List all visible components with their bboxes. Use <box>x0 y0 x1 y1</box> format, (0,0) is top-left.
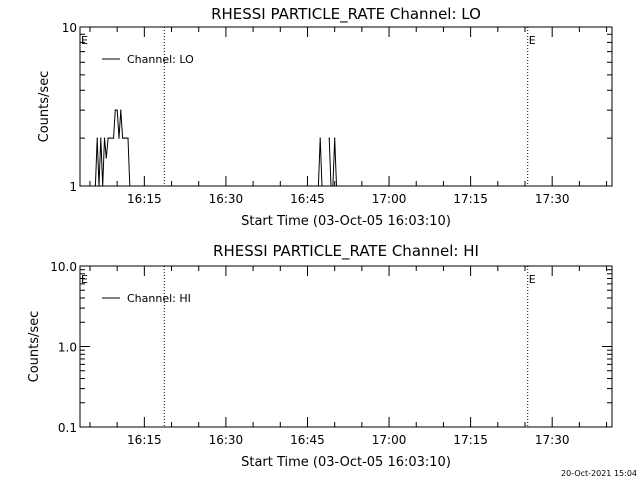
data-point <box>107 137 109 139</box>
x-tick-label: 17:15 <box>453 192 488 206</box>
x-tick-label: 16:30 <box>209 433 244 447</box>
x-tick-label: 16:45 <box>290 433 325 447</box>
data-point <box>114 109 116 111</box>
x-tick-label: 17:30 <box>535 433 570 447</box>
data-point <box>127 137 129 139</box>
x-axis-label: Start Time (03-Oct-05 16:03:10) <box>241 214 451 229</box>
data-point <box>94 185 97 187</box>
chart-title: RHESSI PARTICLE_RATE Channel: LO <box>211 5 481 24</box>
marker-label: E <box>81 273 88 286</box>
x-tick-label: 17:00 <box>372 192 407 206</box>
series-line <box>94 109 131 187</box>
y-tick-label: 1.0 <box>58 341 77 355</box>
legend-label: Channel: LO <box>127 53 194 66</box>
marker-label: E <box>529 34 536 47</box>
plot-frame <box>79 26 613 187</box>
chart-panel-hi: RHESSI PARTICLE_RATE Channel: HI 16:15 16:… <box>27 242 613 470</box>
x-tick-label: 16:45 <box>290 192 325 206</box>
data-point <box>112 137 115 139</box>
data-point <box>116 109 118 111</box>
y-tick-label: 10.0 <box>50 260 77 274</box>
marker-label: E <box>81 34 88 47</box>
data-point <box>125 137 127 139</box>
x-tick-label: 17:15 <box>453 433 488 447</box>
data-point <box>335 185 338 187</box>
series-line <box>317 138 323 187</box>
data-point <box>118 137 120 139</box>
data-point <box>123 137 126 139</box>
y-tick-label: 1 <box>69 180 77 194</box>
timestamp: 20-Oct-2021 15:04 <box>561 469 637 478</box>
data-point <box>100 137 102 139</box>
data-point <box>334 137 336 139</box>
x-axis-label: Start Time (03-Oct-05 16:03:10) <box>241 455 451 470</box>
x-tick-label: 17:00 <box>372 433 407 447</box>
y-axis-label: Counts/sec <box>27 311 42 383</box>
data-point <box>330 185 332 187</box>
data-point <box>332 185 334 187</box>
data-point <box>121 137 124 139</box>
data-point <box>129 185 131 187</box>
x-tick-label: 17:30 <box>535 192 570 206</box>
x-tick-label: 16:30 <box>209 192 244 206</box>
x-tick-label: 16:15 <box>127 192 162 206</box>
x-tick-label: 16:15 <box>127 433 162 447</box>
marker-label: E <box>529 273 536 286</box>
y-tick-label: 0.1 <box>58 421 77 435</box>
legend-label: Channel: HI <box>127 292 191 305</box>
data-point <box>317 185 319 187</box>
plot-frame <box>79 265 613 428</box>
data-point <box>319 137 321 139</box>
data-point <box>120 109 122 111</box>
series-line <box>328 138 337 187</box>
data-point <box>328 137 330 139</box>
data-point <box>321 185 323 187</box>
data-point <box>103 137 106 139</box>
data-point <box>109 137 111 139</box>
chart-panel-lo: RHESSI PARTICLE_RATE Channel: LO 16:15 16:… <box>37 5 613 229</box>
data-point <box>98 185 100 187</box>
chart-title: RHESSI PARTICLE_RATE Channel: HI <box>213 242 479 261</box>
y-tick-label: 10 <box>62 21 77 35</box>
data-point <box>105 157 107 159</box>
y-axis-label: Counts/sec <box>37 71 52 143</box>
data-point <box>102 185 104 187</box>
data-point <box>96 137 98 139</box>
